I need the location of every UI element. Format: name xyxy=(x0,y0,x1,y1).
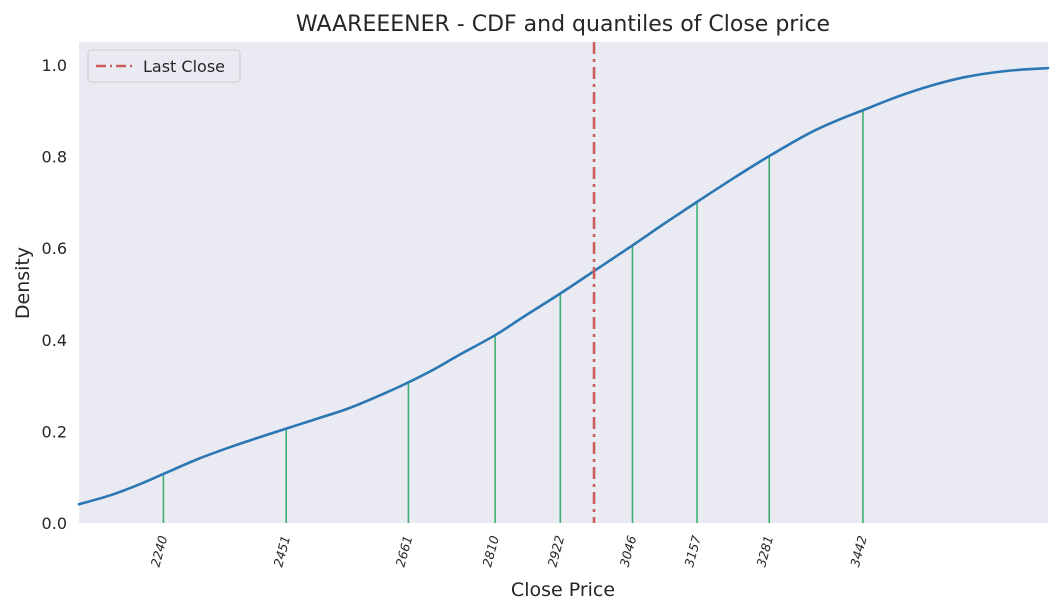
y-tick-label: 0.0 xyxy=(42,514,67,533)
chart-title: WAAREEENER - CDF and quantiles of Close … xyxy=(296,12,830,37)
y-tick-label: 0.4 xyxy=(42,331,67,350)
x-tick-label: 3281 xyxy=(753,534,776,569)
y-tick-label: 0.8 xyxy=(42,148,67,167)
x-axis-ticks: 2240 2451 2661 2810 2922 3046 3157 3281 3442 xyxy=(148,534,870,569)
y-tick-label: 0.6 xyxy=(42,239,67,258)
legend-last-close-label: Last Close xyxy=(143,57,225,76)
x-tick-label: 3157 xyxy=(681,534,704,569)
x-tick-label: 2451 xyxy=(270,534,293,569)
legend: Last Close xyxy=(87,49,241,83)
x-tick-label: 2922 xyxy=(544,534,567,569)
plot-background xyxy=(79,42,1048,523)
y-axis-ticks: 0.0 0.2 0.4 0.6 0.8 1.0 xyxy=(42,56,67,533)
x-tick-label: 2661 xyxy=(393,534,416,569)
x-tick-label: 3442 xyxy=(847,534,870,569)
y-tick-label: 0.2 xyxy=(42,422,67,441)
y-axis-label: Density xyxy=(12,247,34,319)
x-axis-label: Close Price xyxy=(511,579,615,601)
legend-box xyxy=(87,49,241,83)
x-tick-label: 2240 xyxy=(148,534,171,569)
x-tick-label: 3046 xyxy=(617,534,640,569)
x-tick-label: 2810 xyxy=(479,534,502,569)
cdf-line xyxy=(77,66,1050,506)
quantile-lines xyxy=(162,110,864,523)
cdf-curve-layer xyxy=(77,66,1050,506)
y-tick-label: 1.0 xyxy=(42,56,67,75)
